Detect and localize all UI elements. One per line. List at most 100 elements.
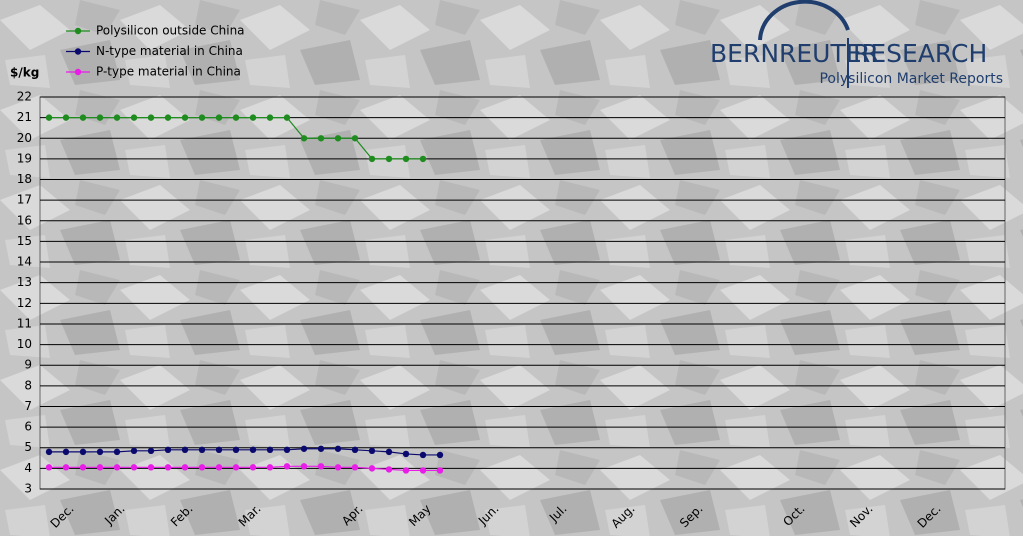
logo-brand: BERNREUTER: [710, 39, 879, 68]
y-tick-label: 19: [17, 151, 32, 165]
logo-subtitle: Polysilicon Market Reports: [819, 71, 1003, 87]
data-point: [436, 451, 444, 459]
data-point: [385, 155, 393, 163]
data-point: [45, 114, 53, 121]
data-point: [130, 114, 138, 121]
data-point: [62, 464, 70, 471]
data-point: [181, 446, 189, 453]
legend-marker: [74, 48, 82, 55]
data-point: [402, 155, 410, 163]
data-point: [334, 135, 342, 142]
data-point: [215, 464, 223, 471]
data-point: [283, 114, 291, 121]
y-tick-label: 4: [24, 461, 32, 475]
data-point: [164, 114, 172, 121]
y-tick-label: 8: [24, 378, 32, 392]
data-point: [334, 445, 342, 452]
data-point: [147, 114, 155, 121]
data-point: [113, 448, 121, 456]
data-point: [300, 445, 308, 452]
y-tick-label: 9: [24, 358, 32, 372]
data-point: [232, 464, 240, 471]
y-tick-label: 13: [17, 275, 32, 289]
data-point: [351, 446, 359, 453]
data-point: [164, 446, 172, 453]
data-point: [283, 463, 291, 470]
data-point: [385, 466, 393, 473]
y-tick-label: 12: [17, 296, 32, 310]
data-point: [96, 464, 104, 471]
data-point: [249, 114, 257, 121]
data-point: [317, 135, 325, 142]
legend-label: N-type material in China: [96, 44, 243, 58]
data-point: [62, 448, 70, 456]
legend-label: Polysilicon outside China: [96, 24, 245, 38]
data-point: [79, 114, 87, 121]
data-point: [215, 114, 223, 121]
logo-brand2: RESEARCH: [853, 39, 987, 68]
data-point: [96, 448, 104, 456]
data-point: [368, 447, 376, 455]
data-point: [334, 464, 342, 471]
data-point: [317, 445, 325, 452]
data-point: [198, 464, 206, 471]
data-point: [419, 451, 427, 459]
data-point: [147, 464, 155, 471]
legend-marker: [74, 68, 82, 76]
y-tick-label: 6: [24, 420, 32, 434]
data-point: [79, 448, 87, 456]
data-point: [351, 464, 359, 471]
data-point: [300, 463, 308, 470]
data-point: [232, 114, 240, 121]
data-point: [113, 114, 121, 121]
data-point: [181, 464, 189, 471]
data-point: [181, 114, 189, 121]
data-point: [232, 446, 240, 453]
data-point: [198, 114, 206, 121]
data-point: [249, 464, 257, 471]
data-point: [351, 135, 359, 142]
data-point: [266, 114, 274, 121]
data-point: [130, 464, 138, 471]
data-point: [368, 465, 376, 472]
y-tick-label: 21: [17, 110, 32, 124]
data-point: [266, 446, 274, 453]
y-tick-label: 5: [24, 440, 32, 454]
y-tick-label: 3: [24, 482, 32, 496]
legend-label: P-type material in China: [96, 65, 241, 79]
data-point: [215, 446, 223, 453]
data-point: [62, 114, 70, 121]
data-point: [402, 450, 410, 458]
y-tick-label: 17: [17, 193, 32, 207]
y-tick-label: 22: [17, 90, 32, 104]
legend-marker: [74, 27, 82, 35]
data-point: [300, 135, 308, 142]
data-point: [368, 155, 376, 163]
data-point: [419, 467, 427, 474]
data-point: [436, 467, 444, 474]
data-point: [402, 467, 410, 474]
data-point: [249, 446, 257, 453]
y-tick-label: 16: [17, 213, 32, 227]
data-point: [419, 155, 427, 163]
data-point: [147, 447, 155, 455]
y-tick-label: 7: [24, 399, 32, 413]
logo-arc: [758, 0, 850, 41]
y-tick-label: 11: [17, 316, 32, 330]
data-point: [79, 464, 87, 471]
data-point: [45, 448, 53, 456]
y-tick-label: 10: [17, 337, 32, 351]
data-point: [130, 447, 138, 455]
data-point: [283, 446, 291, 453]
data-point: [113, 464, 121, 471]
data-point: [198, 446, 206, 453]
data-point: [45, 464, 53, 471]
data-point: [266, 464, 274, 471]
data-point: [317, 463, 325, 470]
data-point: [164, 464, 172, 471]
data-point: [385, 448, 393, 456]
data-point: [96, 114, 104, 121]
y-tick-label: 14: [17, 255, 32, 269]
